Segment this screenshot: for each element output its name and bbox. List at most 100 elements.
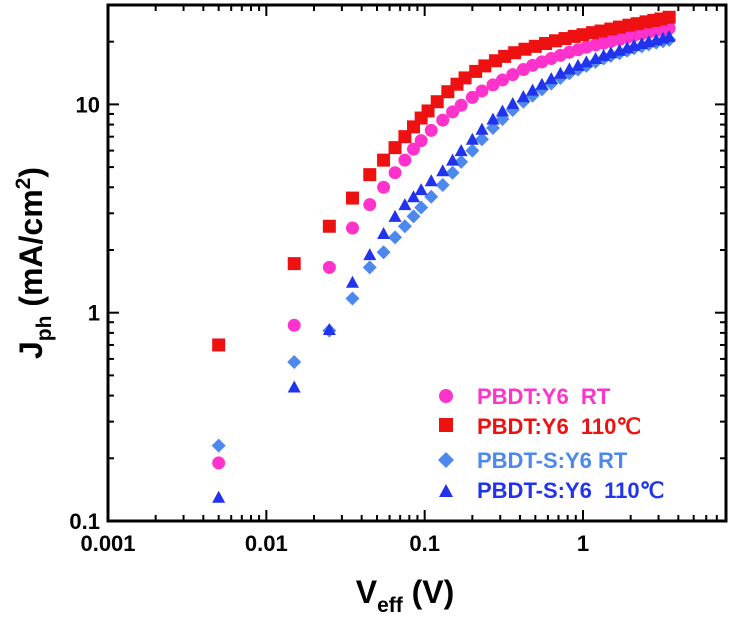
- data-point: [589, 52, 603, 65]
- y-tick-label: 10: [76, 92, 100, 117]
- data-point: [562, 62, 576, 75]
- data-point: [212, 490, 226, 503]
- x-axis-label: Veff (V): [356, 574, 455, 617]
- legend-label-1: PBDT:Y6 110℃: [477, 414, 641, 439]
- data-point: [388, 166, 402, 180]
- data-point: [388, 209, 402, 222]
- data-point: [363, 168, 377, 182]
- data-point: [495, 73, 509, 87]
- x-tick-label: 0.001: [80, 531, 135, 556]
- data-point: [465, 90, 479, 104]
- legend-item-3: PBDT-S:Y6 110℃: [439, 478, 664, 503]
- data-point: [424, 174, 438, 187]
- data-point: [397, 219, 412, 234]
- data-point: [506, 96, 520, 109]
- x-tick-label: 0.1: [409, 531, 440, 556]
- series-0: [212, 21, 676, 470]
- data-point: [322, 260, 336, 274]
- legend-label-2: PBDT-S:Y6 RT: [477, 448, 628, 473]
- data-point: [377, 180, 391, 194]
- data-point: [478, 59, 492, 73]
- data-point: [363, 248, 377, 261]
- data-point: [526, 83, 540, 96]
- data-point: [553, 66, 567, 79]
- legend-marker-1: [439, 418, 453, 432]
- data-point: [454, 98, 468, 112]
- data-point: [518, 42, 532, 56]
- data-point: [388, 141, 402, 155]
- legend-marker-3: [439, 484, 453, 497]
- data-point: [498, 49, 512, 63]
- data-point: [454, 144, 468, 157]
- data-point: [495, 104, 509, 117]
- data-point: [398, 130, 412, 144]
- data-point: [516, 90, 530, 103]
- data-point: [287, 318, 301, 332]
- data-point: [345, 291, 360, 306]
- data-point: [528, 39, 542, 53]
- legend-marker-0: [439, 389, 453, 403]
- data-point: [508, 46, 522, 60]
- series-3: [212, 29, 676, 503]
- data-point: [406, 142, 420, 156]
- data-point: [287, 257, 301, 271]
- data-point: [406, 209, 421, 224]
- x-tick-label: 0.01: [245, 531, 288, 556]
- data-point: [430, 95, 444, 109]
- axis-ticks: 0.001 0.01 0.1 1 0.1 1 10: [69, 4, 727, 556]
- data-point: [322, 323, 336, 336]
- data-point: [322, 219, 336, 233]
- series-1: [212, 10, 676, 352]
- data-point: [435, 178, 450, 193]
- data-point: [662, 10, 676, 24]
- data-point: [345, 221, 359, 235]
- x-tick-label: 1: [577, 531, 589, 556]
- y-tick-label: 0.1: [69, 509, 100, 534]
- data-point: [398, 153, 412, 167]
- data-point: [287, 354, 302, 369]
- legend-item-2: PBDT-S:Y6 RT: [438, 448, 628, 473]
- legend-marker-2: [438, 452, 454, 468]
- data-point: [475, 84, 489, 98]
- data-point: [662, 29, 676, 42]
- data-point: [594, 24, 608, 38]
- data-point: [424, 123, 438, 137]
- legend-item-0: PBDT:Y6 RT: [439, 384, 611, 409]
- data-point: [377, 226, 391, 239]
- data-point: [579, 55, 593, 68]
- data-point: [362, 260, 377, 275]
- data-point: [544, 72, 558, 85]
- data-point: [486, 112, 500, 125]
- data-point: [363, 198, 377, 212]
- data-point: [465, 143, 480, 158]
- data-point: [212, 456, 226, 470]
- data-point: [424, 189, 439, 204]
- y-tick-label: 1: [88, 301, 100, 326]
- data-point: [345, 191, 359, 205]
- data-point: [211, 438, 226, 453]
- data-point: [376, 245, 391, 260]
- data-point: [485, 121, 500, 136]
- legend-label-3: PBDT-S:Y6 110℃: [477, 478, 664, 503]
- data-point: [474, 132, 489, 147]
- data-point: [414, 200, 429, 215]
- data-point: [398, 198, 412, 211]
- data-point: [535, 77, 549, 90]
- data-point: [377, 153, 391, 167]
- data-point: [446, 153, 460, 166]
- data-point: [436, 113, 450, 127]
- data-point: [436, 164, 450, 177]
- data-point: [414, 134, 428, 148]
- data-point: [212, 338, 226, 352]
- data-point: [475, 122, 489, 135]
- data-point: [571, 58, 585, 71]
- legend-item-1: PBDT:Y6 110℃: [439, 414, 641, 439]
- data-point: [287, 380, 301, 393]
- data-point: [345, 275, 359, 288]
- legend-label-0: PBDT:Y6 RT: [477, 384, 611, 409]
- y-axis-label: Jph (mA/cm2): [12, 167, 56, 359]
- plot-marks: [211, 10, 677, 503]
- legend: PBDT:Y6 RT PBDT:Y6 110℃ PBDT-S:Y6 RT PBD…: [438, 384, 664, 503]
- data-point: [406, 190, 420, 203]
